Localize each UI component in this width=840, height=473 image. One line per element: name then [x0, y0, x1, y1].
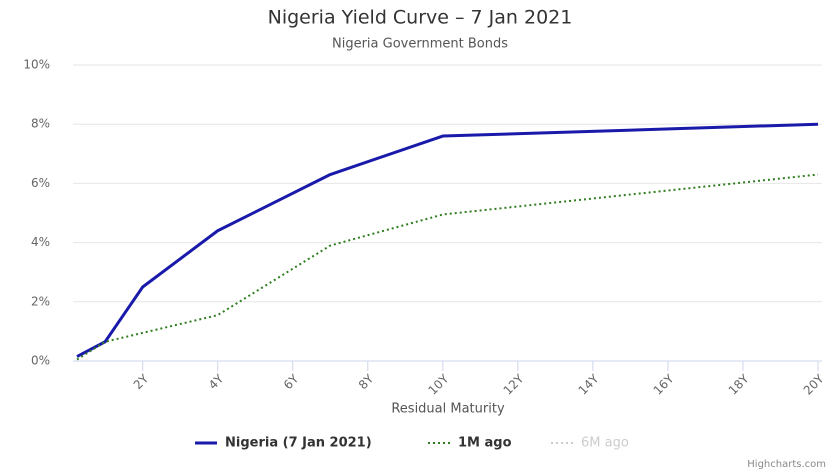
series-line [76, 122, 819, 358]
x-tick-label: 20Y [801, 371, 827, 397]
legend-label[interactable]: 1M ago [458, 436, 512, 451]
x-tick-label: 12Y [501, 371, 527, 397]
series-line [76, 173, 819, 361]
chart-subtitle: Nigeria Government Bonds [332, 37, 508, 52]
y-tick-label: 4% [31, 235, 50, 249]
legend-label[interactable]: 6M ago [581, 436, 629, 451]
credit[interactable]: Highcharts.com [747, 459, 826, 470]
y-tick-label: 8% [31, 117, 50, 131]
x-tick-label: 6Y [281, 371, 302, 392]
x-tick-label: 10Y [426, 371, 452, 397]
y-tick-label: 2% [31, 294, 50, 308]
y-tick-label: 6% [31, 176, 50, 190]
x-tick-label: 8Y [356, 371, 377, 392]
x-tick-label: 18Y [726, 371, 752, 397]
legend-label[interactable]: Nigeria (7 Jan 2021) [225, 436, 372, 451]
y-tick-label: 10% [23, 58, 50, 72]
x-tick-label: 16Y [651, 371, 677, 397]
x-tick-label: 14Y [576, 371, 602, 397]
x-tick-label: 2Y [131, 371, 152, 392]
x-tick-label: 4Y [206, 371, 227, 392]
y-tick-label: 0% [31, 354, 50, 368]
chart-title: Nigeria Yield Curve – 7 Jan 2021 [268, 7, 573, 29]
x-axis-title: Residual Maturity [391, 402, 505, 417]
